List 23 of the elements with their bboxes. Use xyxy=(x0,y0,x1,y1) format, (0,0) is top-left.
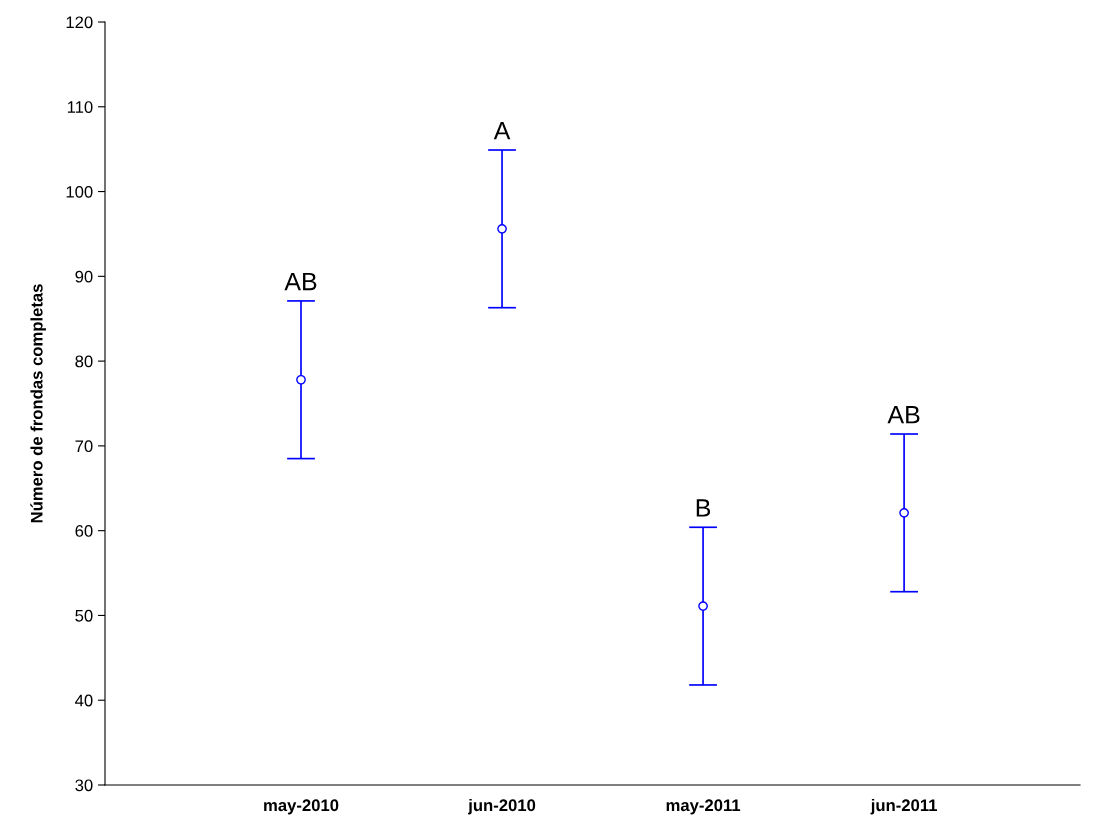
y-tick-label: 30 xyxy=(75,779,93,792)
y-tick-label: 40 xyxy=(75,694,93,707)
x-tick-label: jun-2011 xyxy=(870,798,937,815)
annotation: AB xyxy=(887,406,920,424)
point xyxy=(497,223,507,234)
point xyxy=(698,601,708,611)
y-axis-title: Número de frondas completas xyxy=(30,284,46,523)
point xyxy=(899,508,909,518)
x-tick-label: may-2010 xyxy=(264,799,339,815)
annotation: AB xyxy=(284,272,317,291)
y-tick-label: 50 xyxy=(75,609,93,622)
y-tick-label: 120 xyxy=(66,16,93,29)
annotation: A xyxy=(493,122,511,140)
y-tick-label: 100 xyxy=(66,185,93,198)
x-tick-label: jun-2010 xyxy=(467,798,536,815)
y-tick-label: 80 xyxy=(75,355,93,368)
y-tick-label: 90 xyxy=(75,270,93,283)
y-tick-label: 60 xyxy=(75,525,93,537)
y-tick-label: 70 xyxy=(75,440,93,453)
x-tick-label: may-2011 xyxy=(666,799,741,815)
point xyxy=(296,374,306,385)
annotation: B xyxy=(696,499,711,517)
y-tick-label: 110 xyxy=(67,101,93,113)
